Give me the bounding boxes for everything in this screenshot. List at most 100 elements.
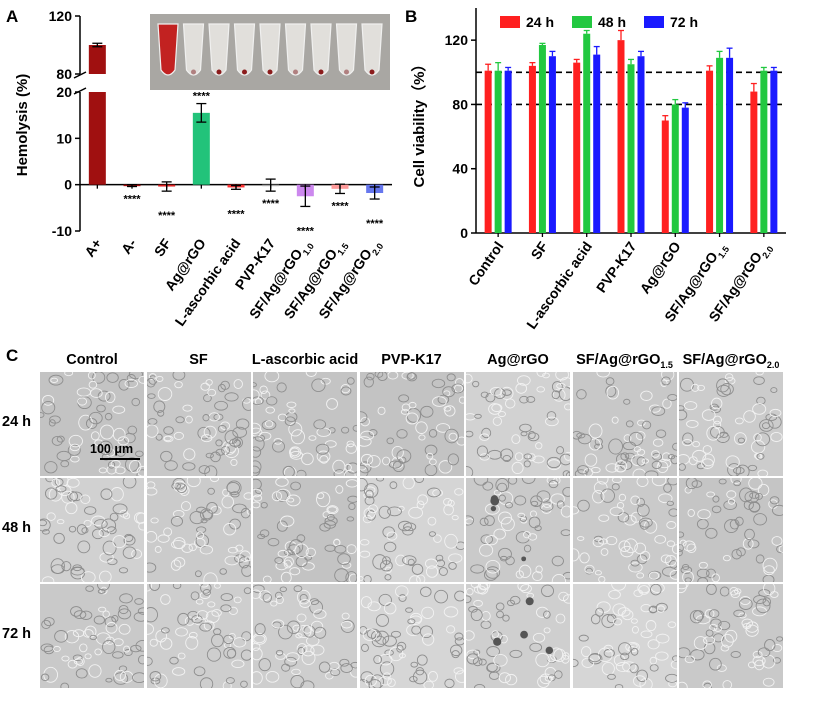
cell-outline [736,547,746,557]
cell-outline [156,409,164,417]
micrograph-background [572,478,677,582]
cell-outline [334,545,347,554]
cell-outline [316,492,325,500]
cell-outline [257,533,266,540]
cell-outline [134,598,144,605]
cell-outline [193,666,205,677]
cell-outline [175,483,187,494]
micrograph-background [40,478,144,582]
cell-outline [691,383,700,392]
cell-outline [613,654,625,667]
cell-outline [466,430,474,438]
cell-outline [466,466,474,476]
cell-outline [408,401,417,409]
cell-outline [282,465,295,476]
cell-outline [40,519,48,527]
cell-outline [148,584,160,591]
cell-outline [757,647,771,658]
cell-outline [371,554,387,570]
cell-outline [595,372,610,378]
cell-outline [527,432,540,442]
cell-outline [716,432,730,443]
cell-outline [632,589,643,597]
cell-outline [146,656,153,666]
tube [361,23,383,76]
cell-outline [588,423,602,439]
cell-outline [747,539,760,549]
cell-outline [428,458,437,466]
cell-outline [645,620,656,632]
cell-outline [474,413,482,419]
cell-outline [432,534,442,543]
cell-outline [265,670,280,683]
cell-outline [334,568,349,582]
cell-outline [163,460,178,471]
cell-outline [713,420,722,430]
cell-outline [188,543,197,552]
cell-outline [241,397,251,411]
bar [716,57,724,234]
cell-outline [482,481,494,491]
cell-outline [381,556,391,565]
cell-outline [493,489,502,496]
cell-outline [759,419,774,432]
cell-outline [419,405,433,418]
bar [681,107,689,233]
cell-outline [172,537,186,550]
cell-outline [711,573,720,582]
cell-outline [548,480,559,489]
cell-outline [370,630,382,642]
cell-outline [426,487,441,498]
cell-outline [649,584,662,596]
cell-outline [447,562,457,570]
cell-outline [735,464,750,476]
cell-outline [616,502,624,509]
cell-outline [199,382,210,391]
cell-outline [159,637,172,650]
cell-outline [611,483,620,491]
tube [284,23,307,76]
cell-outline [709,623,718,631]
bar [583,33,591,233]
cell-outline [665,521,676,530]
cell-outline [296,613,307,623]
cell-outline [572,658,579,668]
cell-outline [199,545,213,555]
cell-outline [124,379,138,389]
micrograph-tile [679,584,783,688]
bar [494,70,502,233]
legend-swatch [572,16,592,28]
cell-outline [617,642,632,656]
cell-outline [122,478,137,489]
cell-outline [127,425,138,435]
cell-outline [427,670,438,682]
cell-outline [502,454,512,463]
cell-outline [206,647,221,662]
cell-outline [679,681,688,688]
cell-outline [162,435,174,443]
cell-outline [466,588,474,596]
cell-outline [705,527,718,539]
cell-outline [253,389,260,401]
cell-outline [651,478,666,487]
cell-outline [42,395,55,406]
cell-outline [253,584,265,594]
cell-outline [195,506,206,514]
micrograph-row-label: 48 h [2,520,32,536]
cell-outline [562,594,570,604]
cell-outline [112,405,126,414]
significance-label: **** [366,218,384,230]
cell-outline [442,504,454,516]
cell-outline [604,385,616,398]
cell-outline [102,540,117,556]
cell-outline [491,403,503,413]
cell-outline [76,524,88,535]
y-tick-label: 0 [460,225,468,241]
cell-outline [82,629,94,638]
cell-outline [592,537,604,548]
cell-outline [279,586,287,593]
cell-outline [517,375,531,386]
cell-outline [146,562,156,573]
bar [593,54,601,233]
cell-outline [724,373,734,382]
